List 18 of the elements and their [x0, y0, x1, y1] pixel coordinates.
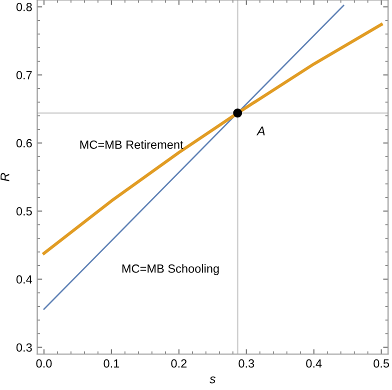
- y-tick-label: 0.6: [16, 139, 32, 148]
- y-tick-label: 0.4: [16, 275, 32, 284]
- y-tick-label: 0.3: [16, 343, 32, 352]
- x-tick-label: 0.3: [238, 359, 254, 368]
- x-axis-title: s: [210, 376, 216, 384]
- text: MC=MB Schooling: [122, 264, 219, 276]
- x-tick-label: 0.1: [104, 359, 120, 368]
- x-tick-label: 0.4: [306, 359, 322, 368]
- y-tick-label: 0.8: [16, 2, 32, 12]
- y-tick-label: 0.7: [16, 70, 32, 80]
- x-tick-label: 0.0: [36, 359, 52, 368]
- x-tick-label: 0.5: [374, 359, 390, 368]
- annotation: A: [256, 126, 265, 136]
- y-axis-title: R: [0, 172, 10, 182]
- x-tick-label: 0.2: [171, 359, 187, 368]
- series-label: MC=MB Retirement: [80, 140, 184, 149]
- y-tick-label: 0.5: [16, 207, 32, 216]
- line-series: [42, 22, 383, 255]
